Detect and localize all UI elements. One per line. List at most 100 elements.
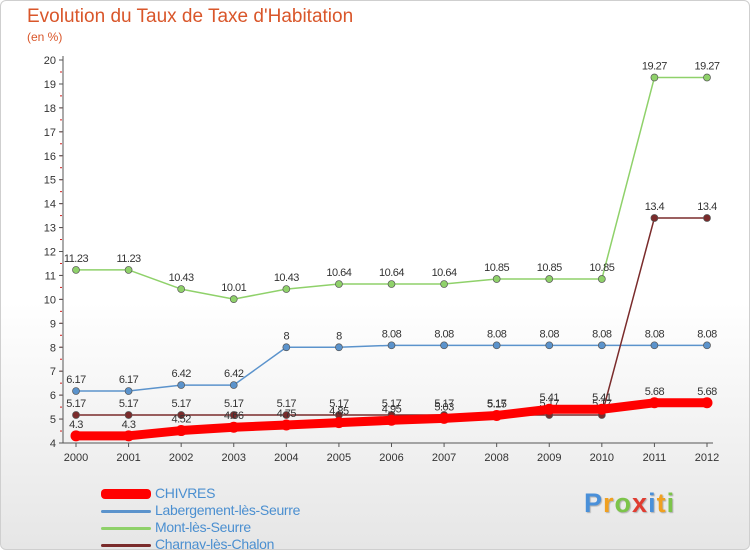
data-label: 8.08 xyxy=(540,328,560,340)
legend-swatch-chivres xyxy=(101,488,151,499)
data-point xyxy=(282,411,291,419)
y-tick-label: 18 xyxy=(44,103,56,115)
y-tick-label: 13 xyxy=(44,223,56,235)
legend-label-charnay: Charnay-lès-Chalon xyxy=(155,536,275,550)
data-label: 19.27 xyxy=(642,60,667,72)
data-point xyxy=(597,275,606,283)
data-point xyxy=(177,285,186,293)
data-label: 6.17 xyxy=(119,374,139,386)
data-point xyxy=(438,412,450,424)
data-point xyxy=(177,411,186,419)
x-tick-label: 2004 xyxy=(274,452,298,464)
data-label: 4.95 xyxy=(382,403,402,415)
data-point xyxy=(703,214,711,222)
data-point xyxy=(124,411,133,419)
data-label: 5.41 xyxy=(592,392,612,404)
data-label: 5.17 xyxy=(277,398,297,410)
data-point xyxy=(387,341,396,350)
series-line xyxy=(75,217,708,416)
legend-label-mont: Mont-lès-Seurre xyxy=(155,519,251,535)
data-label: 8.08 xyxy=(382,328,402,340)
data-point xyxy=(282,343,291,352)
data-label: 11.23 xyxy=(64,253,89,265)
x-tick-label: 2006 xyxy=(379,452,403,464)
data-point xyxy=(229,295,238,303)
data-label: 5.17 xyxy=(66,398,86,410)
data-point xyxy=(280,419,292,431)
data-label: 10.43 xyxy=(169,272,194,284)
data-point xyxy=(229,411,238,419)
data-point xyxy=(650,214,659,222)
data-label: 4.85 xyxy=(329,406,349,418)
data-label: 8.08 xyxy=(592,328,612,340)
data-label: 4.66 xyxy=(224,410,244,422)
data-label: 5.17 xyxy=(119,398,139,410)
data-label: 10.64 xyxy=(432,267,457,279)
y-tick-label: 6 xyxy=(50,390,56,402)
y-tick-label: 8 xyxy=(50,342,56,354)
logo-letter: i xyxy=(648,488,657,518)
y-tick-label: 15 xyxy=(44,175,56,187)
x-tick-label: 2011 xyxy=(643,452,667,464)
legend-swatch-mont xyxy=(101,526,151,530)
data-point xyxy=(124,266,133,274)
data-point xyxy=(333,417,345,429)
y-tick-label: 16 xyxy=(44,151,56,163)
x-tick-label: 2008 xyxy=(484,452,508,464)
data-label: 5.03 xyxy=(434,401,454,413)
x-tick-label: 2009 xyxy=(537,452,561,464)
data-point xyxy=(492,275,501,283)
data-label: 5.17 xyxy=(382,398,402,410)
y-tick-label: 4 xyxy=(50,438,56,450)
y-tick-label: 17 xyxy=(44,127,56,139)
chart-title: Evolution du Taux de Taxe d'Habitation xyxy=(27,6,354,27)
legend-label-chivres: CHIVRES xyxy=(155,485,216,501)
data-point xyxy=(72,266,80,274)
data-point xyxy=(596,403,608,415)
data-label: 8.08 xyxy=(697,328,717,340)
data-point xyxy=(701,397,713,409)
x-tick-label: 2007 xyxy=(432,452,456,464)
data-label: 5.41 xyxy=(540,392,560,404)
x-tick-label: 2002 xyxy=(169,452,193,464)
data-label: 4.52 xyxy=(171,414,191,426)
data-label: 8 xyxy=(284,330,290,342)
data-point xyxy=(70,430,82,442)
data-point xyxy=(491,409,503,421)
data-point xyxy=(335,343,343,352)
y-tick-label: 19 xyxy=(44,79,56,91)
data-point xyxy=(228,421,240,433)
data-point xyxy=(282,285,291,293)
data-label: 6.42 xyxy=(171,368,191,380)
data-label: 10.85 xyxy=(537,262,562,274)
data-label: 10.43 xyxy=(274,272,299,284)
data-point xyxy=(124,387,133,395)
data-point xyxy=(543,403,555,415)
x-tick-label: 2000 xyxy=(64,452,88,464)
data-point xyxy=(177,381,186,389)
data-label: 4.3 xyxy=(122,419,136,431)
proxiti-logo: Proxiti xyxy=(584,488,675,519)
y-tick-label: 7 xyxy=(50,366,56,378)
x-tick-label: 2003 xyxy=(222,452,246,464)
data-label: 11.23 xyxy=(116,253,141,265)
x-tick-label: 2005 xyxy=(327,452,351,464)
data-point xyxy=(175,425,187,437)
data-label: 8.08 xyxy=(434,328,454,340)
data-point xyxy=(386,414,397,426)
data-point xyxy=(650,341,659,350)
data-label: 5.17 xyxy=(434,398,454,410)
data-point xyxy=(648,397,660,409)
y-tick-label: 12 xyxy=(44,247,56,259)
data-label: 5.17 xyxy=(487,398,507,410)
data-label: 5.17 xyxy=(171,398,191,410)
logo-letter: P xyxy=(584,488,604,518)
y-tick-label: 5 xyxy=(50,414,56,426)
data-point xyxy=(545,341,554,350)
x-tick-label: 2001 xyxy=(116,452,140,464)
y-tick-label: 11 xyxy=(45,270,56,282)
logo-letter: o xyxy=(614,488,633,518)
data-point xyxy=(440,280,448,288)
chart-subtitle: (en %) xyxy=(27,30,63,44)
